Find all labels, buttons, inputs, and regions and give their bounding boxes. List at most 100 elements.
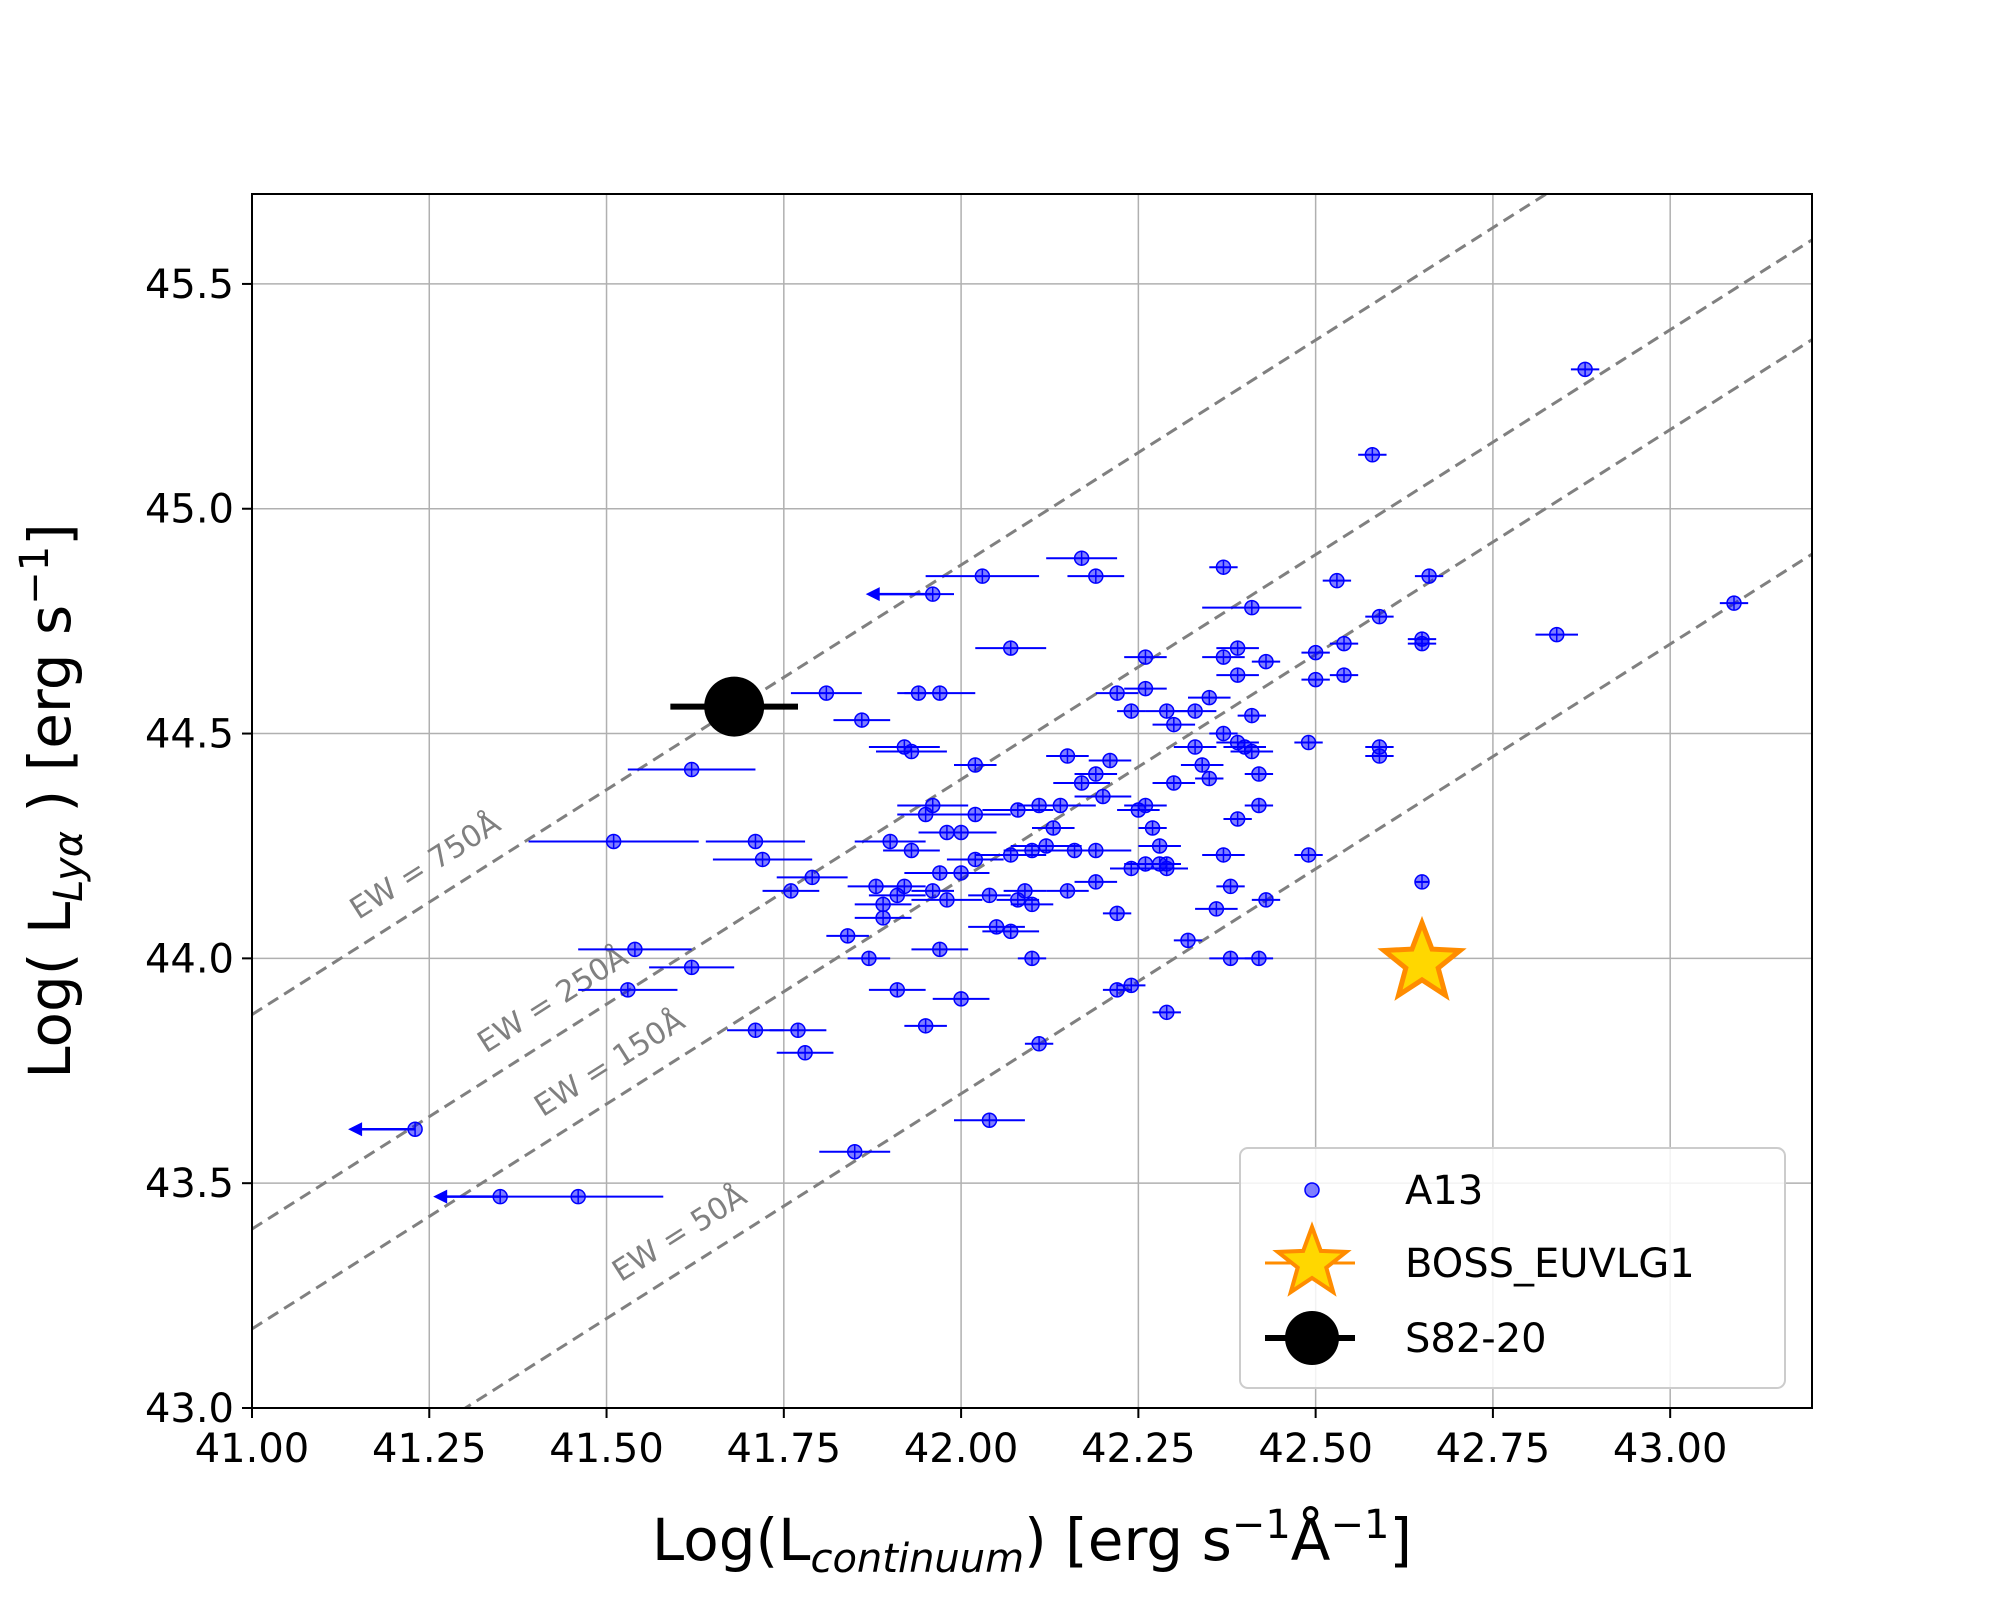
a13-point xyxy=(620,982,636,998)
ew-line xyxy=(252,238,1812,1231)
a13-point xyxy=(683,959,700,976)
a13-point xyxy=(861,950,877,967)
a13-point xyxy=(1031,1036,1047,1052)
a13-point xyxy=(939,892,955,908)
a13-point xyxy=(747,833,764,850)
a13-point xyxy=(1144,820,1161,836)
a13-point xyxy=(1307,644,1324,661)
y-tick-label: 43.0 xyxy=(145,1386,234,1432)
a13-point xyxy=(1002,923,1019,940)
a13-point xyxy=(1158,703,1175,719)
ew-line xyxy=(252,194,1549,1016)
a13-point xyxy=(953,865,969,881)
a13-point xyxy=(1229,667,1246,683)
a13-point xyxy=(889,887,906,904)
a13-point xyxy=(967,806,984,823)
a13-upper-limit-arrowhead xyxy=(433,1189,448,1204)
ew-line xyxy=(462,552,1812,1408)
axis-ticks: 41.00 41.25 41.50 41.75 42.00 42.25 42.50 42.75… xyxy=(145,262,1728,1472)
x-tick-label: 42.00 xyxy=(904,1426,1019,1472)
a13-point xyxy=(1364,447,1381,463)
a13-point xyxy=(1421,568,1437,584)
a13-point xyxy=(1095,788,1111,805)
a13-point xyxy=(868,878,884,895)
y-axis-label: Log( LLyα ) [erg s−1] xyxy=(12,523,92,1079)
a13-point xyxy=(967,757,984,773)
a13-point xyxy=(1123,977,1140,994)
a13-point xyxy=(1002,640,1019,656)
legend-marker-a13 xyxy=(1304,1182,1320,1198)
a13-upper-limit-arrowhead xyxy=(865,587,880,602)
a13-point xyxy=(1258,892,1274,908)
a13-point xyxy=(839,928,856,944)
x-tick-label: 41.00 xyxy=(195,1426,310,1472)
a13-point xyxy=(1137,797,1154,814)
a13-point xyxy=(1187,703,1203,719)
a13-point xyxy=(1109,905,1125,922)
a13-point xyxy=(903,842,920,859)
a13-point xyxy=(1222,878,1239,895)
data-points xyxy=(348,361,1749,1205)
a13-point xyxy=(1329,572,1345,589)
a13-point xyxy=(1215,559,1232,575)
a13-point xyxy=(1088,568,1104,584)
a13-point xyxy=(1059,748,1076,764)
ew-line xyxy=(252,338,1812,1331)
a13-point xyxy=(1215,649,1232,665)
x-tick-label: 41.25 xyxy=(372,1426,487,1472)
a13-point xyxy=(1300,847,1317,863)
a13-point xyxy=(797,1045,813,1061)
a13-point xyxy=(924,797,941,814)
a13-point xyxy=(1336,667,1352,683)
a13-point xyxy=(953,824,969,841)
a13-point xyxy=(818,685,835,701)
x-tick-label: 42.75 xyxy=(1436,1426,1551,1472)
plot-frame xyxy=(251,193,1813,1409)
a13-point xyxy=(747,1022,764,1039)
a13-point xyxy=(1088,766,1104,782)
a13-point xyxy=(1244,743,1260,760)
x-tick-label: 43.00 xyxy=(1613,1426,1728,1472)
a13-point xyxy=(1251,797,1267,814)
y-tick-label: 45.0 xyxy=(145,487,234,533)
legend-marker-boss-star xyxy=(1272,1221,1352,1297)
x-axis-label: Log(Lcontinuum) [erg s−1Å−1] xyxy=(652,1502,1412,1582)
a13-point xyxy=(1102,752,1118,769)
a13-point xyxy=(1229,811,1246,827)
a13-point xyxy=(932,685,948,701)
a13-point xyxy=(1187,739,1203,755)
a13-point xyxy=(1201,689,1218,706)
legend-box xyxy=(1239,1147,1786,1389)
a13-point xyxy=(683,761,700,778)
a13-point xyxy=(846,1143,863,1160)
s82-20-point xyxy=(704,676,765,737)
x-tick-label: 42.25 xyxy=(1081,1426,1196,1472)
a13-point xyxy=(1088,842,1104,859)
a13-point xyxy=(1336,635,1352,652)
a13-point xyxy=(1088,874,1104,890)
y-tick-label: 44.5 xyxy=(145,712,234,758)
a13-point xyxy=(1158,856,1175,872)
a13-point xyxy=(875,910,891,926)
a13-point xyxy=(1166,716,1182,733)
legend-label-boss: BOSS_EUVLG1 xyxy=(1405,1241,1695,1287)
a13-point xyxy=(882,833,898,850)
x-tick-label: 41.75 xyxy=(727,1426,842,1472)
a13-point xyxy=(1166,775,1182,791)
a13-point xyxy=(783,883,799,899)
ew-reference-lines xyxy=(252,194,1812,1408)
a13-point xyxy=(854,712,870,728)
a13-point xyxy=(1215,725,1232,742)
a13-point xyxy=(1151,838,1168,854)
a13-point xyxy=(1222,950,1239,967)
a13-point xyxy=(967,851,984,868)
legend-label-a13: A13 xyxy=(1405,1168,1483,1214)
a13-point xyxy=(1045,820,1062,836)
a13-point xyxy=(627,941,643,958)
a13-point xyxy=(1201,770,1218,787)
a13-point xyxy=(605,833,622,850)
a13-point xyxy=(924,883,941,899)
legend-marker-s82 xyxy=(1285,1311,1339,1365)
a13-point xyxy=(1258,653,1274,670)
